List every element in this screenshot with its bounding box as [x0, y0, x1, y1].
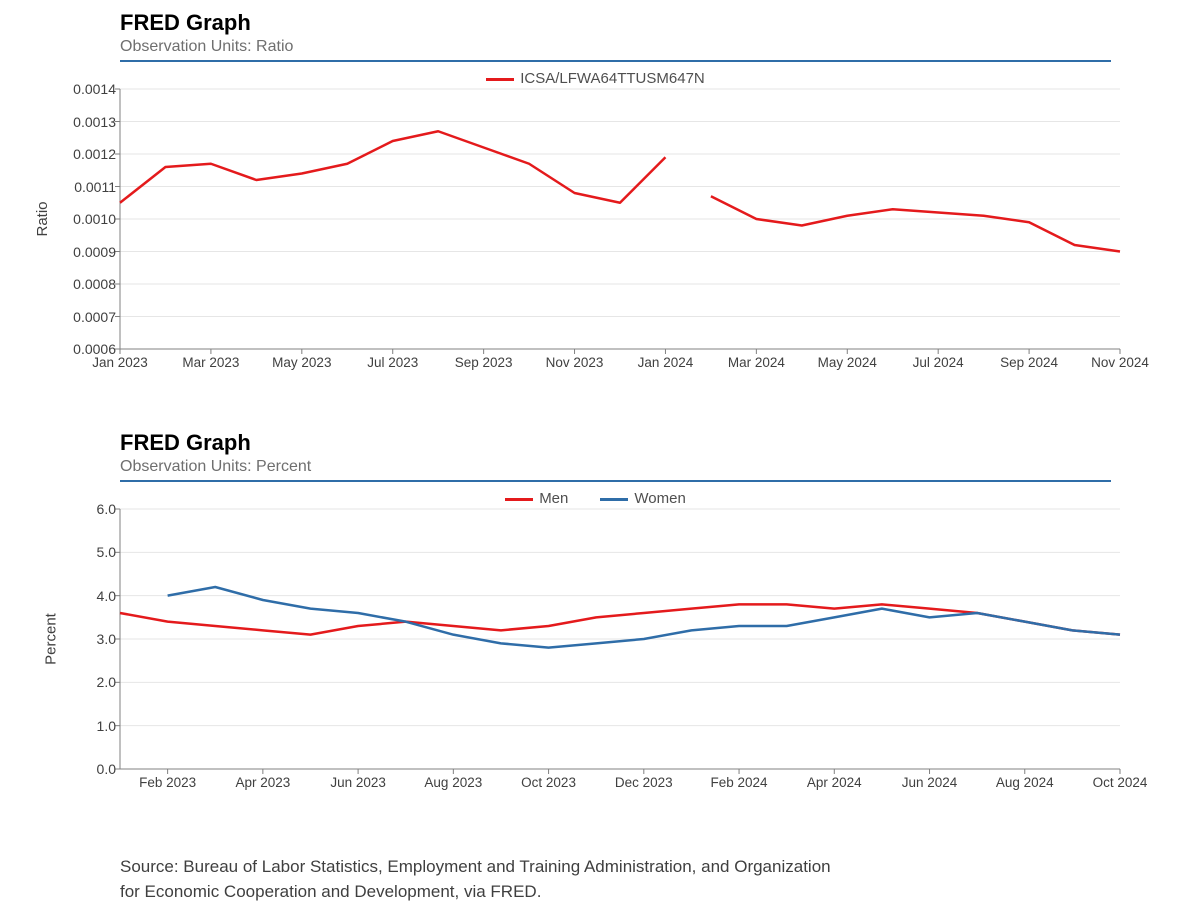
legend-swatch: [486, 78, 514, 81]
xtick-label: Oct 2023: [521, 775, 576, 790]
plot-svg: [120, 89, 1120, 349]
ytick-label: 5.0: [36, 544, 116, 560]
xtick-label: Apr 2023: [235, 775, 290, 790]
xtick-label: Jan 2023: [92, 355, 148, 370]
chart2-subtitle: Observation Units: Percent: [120, 458, 1111, 476]
chart1-rule: [120, 60, 1111, 62]
chart1-plot: Ratio 0.00060.00070.00080.00090.00100.00…: [120, 89, 1120, 349]
chart-section-2: FRED Graph Observation Units: Percent Me…: [0, 430, 1191, 769]
ytick-label: 0.0010: [36, 211, 116, 227]
ytick-label: 0.0008: [36, 276, 116, 292]
xtick-label: Apr 2024: [807, 775, 862, 790]
xtick-label: Feb 2024: [711, 775, 768, 790]
legend-swatch: [600, 498, 628, 501]
legend-label: Men: [539, 490, 568, 507]
legend-swatch: [505, 498, 533, 501]
ytick-label: 4.0: [36, 588, 116, 604]
footer-line2: for Economic Cooperation and Development…: [120, 882, 541, 901]
legend-item: Women: [600, 490, 685, 507]
series-line: [711, 196, 1120, 251]
ytick-label: 2.0: [36, 674, 116, 690]
chart1-header: FRED Graph Observation Units: Ratio: [0, 10, 1191, 62]
xtick-label: Feb 2023: [139, 775, 196, 790]
ytick-label: 3.0: [36, 631, 116, 647]
ytick-label: 0.0009: [36, 244, 116, 260]
xtick-label: Jun 2023: [330, 775, 386, 790]
xtick-label: Mar 2023: [182, 355, 239, 370]
xtick-label: Jul 2024: [913, 355, 964, 370]
chart2-rule: [120, 480, 1111, 482]
source-footer: Source: Bureau of Labor Statistics, Empl…: [0, 855, 911, 904]
chart2-title: FRED Graph: [120, 430, 1111, 456]
ytick-label: 6.0: [36, 501, 116, 517]
chart2-plot: Percent 0.01.02.03.04.05.06.0Feb 2023Apr…: [120, 509, 1120, 769]
xtick-label: Mar 2024: [728, 355, 785, 370]
xtick-label: Nov 2023: [546, 355, 604, 370]
ytick-label: 1.0: [36, 718, 116, 734]
ytick-label: 0.0012: [36, 146, 116, 162]
xtick-label: Aug 2023: [424, 775, 482, 790]
legend-item: Men: [505, 490, 568, 507]
xtick-label: Dec 2023: [615, 775, 673, 790]
legend-label: ICSA/LFWA64TTUSM647N: [520, 70, 705, 87]
xtick-label: Jun 2024: [902, 775, 958, 790]
xtick-label: May 2023: [272, 355, 331, 370]
xtick-label: Nov 2024: [1091, 355, 1149, 370]
xtick-label: May 2024: [818, 355, 877, 370]
ytick-label: 0.0014: [36, 81, 116, 97]
footer-line1: Source: Bureau of Labor Statistics, Empl…: [120, 857, 831, 876]
xtick-label: Oct 2024: [1093, 775, 1148, 790]
series-line: [120, 131, 665, 203]
xtick-label: Jan 2024: [638, 355, 694, 370]
chart-section-1: FRED Graph Observation Units: Ratio ICSA…: [0, 10, 1191, 349]
xtick-label: Sep 2024: [1000, 355, 1058, 370]
legend-item: ICSA/LFWA64TTUSM647N: [486, 70, 705, 87]
legend-label: Women: [634, 490, 685, 507]
chart1-title: FRED Graph: [120, 10, 1111, 36]
plot-svg: [120, 509, 1120, 769]
ytick-label: 0.0: [36, 761, 116, 777]
chart1-subtitle: Observation Units: Ratio: [120, 38, 1111, 56]
xtick-label: Aug 2024: [996, 775, 1054, 790]
ytick-label: 0.0007: [36, 309, 116, 325]
ytick-label: 0.0013: [36, 114, 116, 130]
chart2-legend: Men Women: [0, 490, 1191, 507]
chart1-legend: ICSA/LFWA64TTUSM647N: [0, 70, 1191, 87]
xtick-label: Jul 2023: [367, 355, 418, 370]
page: FRED Graph Observation Units: Ratio ICSA…: [0, 0, 1191, 919]
chart2-header: FRED Graph Observation Units: Percent: [0, 430, 1191, 482]
xtick-label: Sep 2023: [455, 355, 513, 370]
ytick-label: 0.0011: [36, 179, 116, 195]
series-line: [120, 604, 1120, 634]
